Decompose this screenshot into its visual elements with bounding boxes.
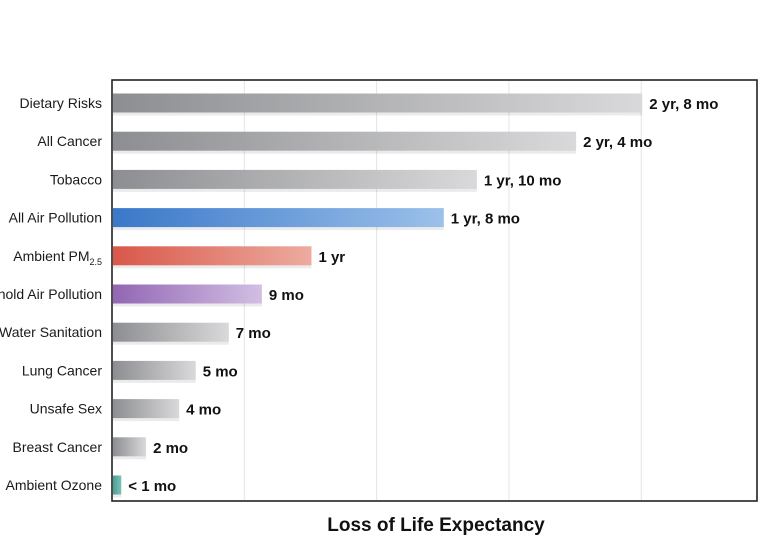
value-label: 2 mo: [153, 440, 188, 457]
bar: [113, 93, 643, 113]
bar: [113, 284, 262, 304]
value-label: < 1 mo: [128, 478, 176, 495]
category-label: Tobacco: [50, 171, 102, 187]
value-label: 9 mo: [269, 287, 304, 304]
label-layer: Dietary Risks 2 yr, 8 mo All Cancer 2 yr, 4…: [0, 95, 718, 495]
value-label: 1 yr, 10 mo: [484, 172, 562, 189]
bar: [113, 131, 577, 151]
value-label: 5 mo: [203, 363, 238, 380]
category-label: Ambient PM2.5: [13, 248, 102, 267]
bar: [113, 399, 180, 419]
category-label: All Cancer: [37, 133, 102, 149]
category-label: Ambient Ozone: [6, 477, 103, 493]
value-label: 1 yr: [318, 249, 345, 266]
bar: [113, 322, 229, 342]
category-label: Breast Cancer: [13, 439, 103, 455]
value-label: 2 yr, 8 mo: [649, 96, 718, 113]
category-label: Lung Cancer: [22, 362, 103, 378]
bar: [113, 475, 122, 495]
value-label: 2 yr, 4 mo: [583, 134, 652, 151]
category-label: Unsafe Sex: [30, 401, 102, 417]
category-label: Dietary Risks: [20, 95, 102, 111]
value-label: 7 mo: [236, 325, 271, 342]
category-label: Household Air Pollution: [0, 286, 102, 302]
category-label: All Air Pollution: [9, 210, 102, 226]
value-label: 4 mo: [186, 402, 221, 419]
bar: [113, 169, 477, 189]
bar: [113, 437, 147, 457]
value-label: 1 yr, 8 mo: [451, 211, 520, 228]
category-label: Water Sanitation: [0, 324, 102, 340]
bar: [113, 360, 196, 380]
bar-layer: [113, 93, 643, 498]
bar: [113, 246, 312, 266]
x-axis-title: Loss of Life Expectancy: [327, 515, 545, 536]
bar: [113, 208, 444, 228]
